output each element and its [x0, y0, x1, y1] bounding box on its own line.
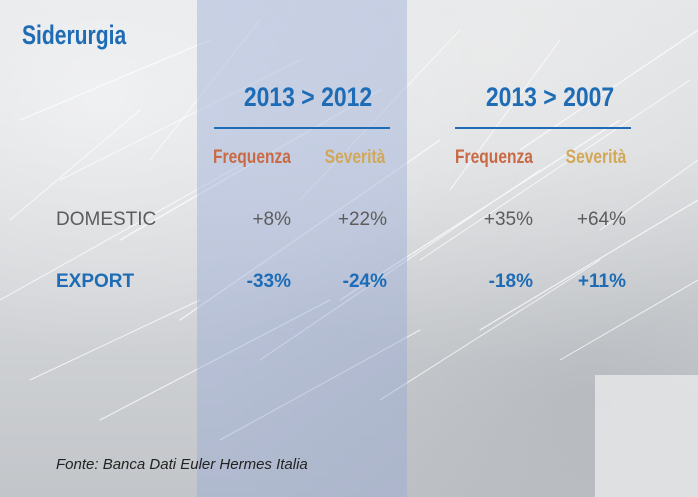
- export-frequency-2013-2012: -33%: [246, 271, 291, 292]
- export-severity-2013-2012: -24%: [342, 271, 387, 292]
- highlight-column-band: [197, 0, 407, 497]
- page-title: Siderurgia: [22, 20, 127, 50]
- period-underline-2: [455, 127, 631, 129]
- domestic-severity-2013-2012: +22%: [337, 209, 387, 230]
- domestic-frequency-2013-2012: +8%: [252, 209, 291, 230]
- period-header-2013-vs-2007: 2013 > 2007: [485, 82, 615, 112]
- domestic-frequency-2013-2007: +35%: [483, 209, 533, 230]
- period-header-2013-vs-2012: 2013 > 2012: [243, 82, 373, 112]
- column-header-frequency-1: Frequenza: [213, 147, 291, 168]
- column-header-severity-1: Severità: [324, 147, 386, 168]
- column-header-frequency-2: Frequenza: [455, 147, 533, 168]
- period-underline-1: [214, 127, 390, 129]
- source-note: Fonte: Banca Dati Euler Hermes Italia: [56, 456, 308, 473]
- row-label-export: EXPORT: [56, 271, 135, 292]
- domestic-severity-2013-2007: +64%: [576, 209, 626, 230]
- export-frequency-2013-2007: -18%: [488, 271, 533, 292]
- column-header-severity-2: Severità: [565, 147, 627, 168]
- export-severity-2013-2007: +11%: [577, 271, 626, 292]
- row-label-domestic: DOMESTIC: [56, 209, 157, 230]
